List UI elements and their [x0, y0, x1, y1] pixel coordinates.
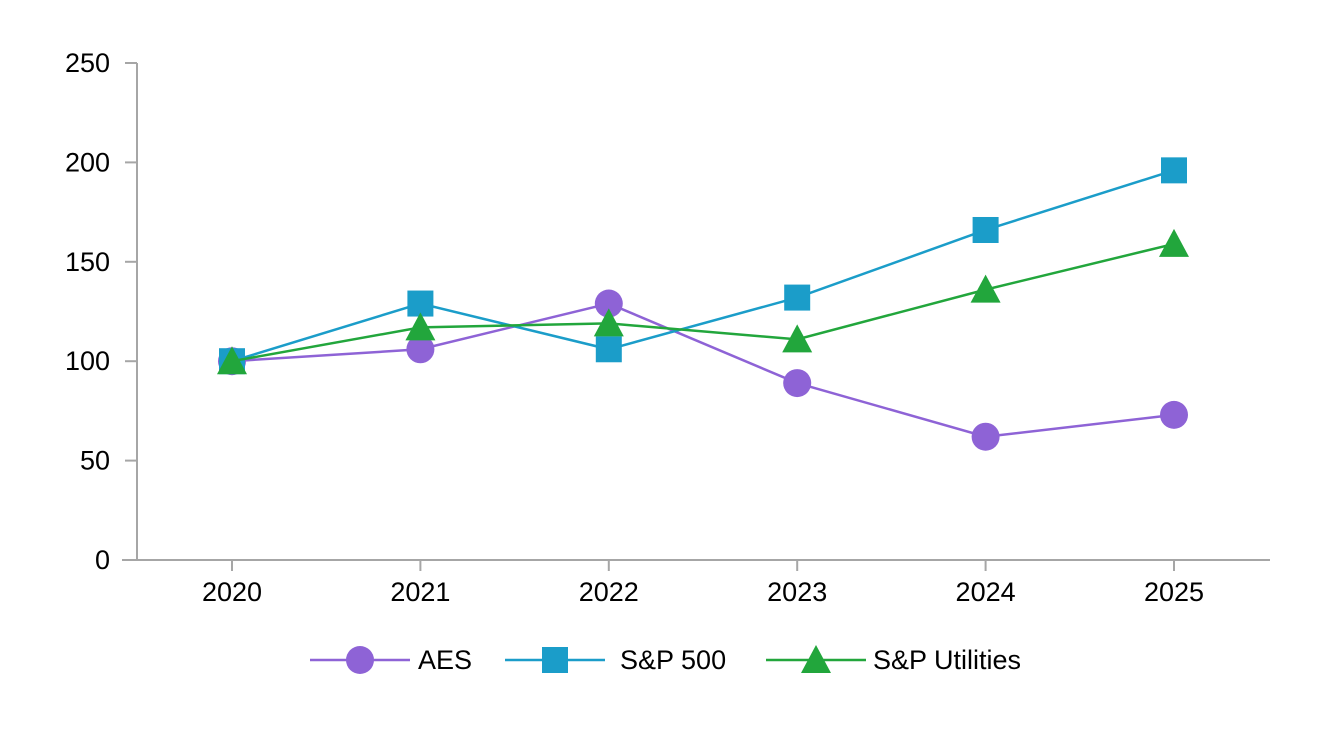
x-tick-label: 2022: [579, 577, 639, 607]
legend-item-s-p-500: S&P 500: [505, 645, 726, 675]
series-aes: [218, 289, 1188, 451]
series-aes-marker: [783, 369, 812, 398]
legend-s-p-500-label: S&P 500: [620, 645, 726, 675]
series-s-p-utilities: [217, 228, 1189, 375]
y-tick-label: 100: [65, 346, 110, 376]
series-s-p-500-line: [231, 169, 1175, 363]
legend-s-p-utilities-label: S&P Utilities: [873, 645, 1021, 675]
series-s-p-utilities-marker: [782, 324, 813, 353]
legend-aes-label: AES: [418, 645, 472, 675]
x-tick-label: 2021: [390, 577, 450, 607]
y-tick-label: 150: [65, 247, 110, 277]
series-s-p-utilities-marker: [405, 312, 436, 341]
series-s-p-500-marker: [972, 216, 999, 243]
axes: 0 50 100 150 200 250 2020 2021 2022 2023 2024 2025: [65, 48, 1270, 607]
series-aes-marker: [1160, 400, 1188, 429]
legend-item-aes: AES: [310, 645, 472, 675]
legend-item-s-p-utilities: S&P Utilities: [766, 645, 1021, 675]
y-tick-label: 200: [65, 147, 110, 177]
series-aes-marker: [971, 422, 1000, 451]
series-s-p-500: [219, 157, 1187, 375]
series-aes-line: [231, 302, 1175, 439]
series-s-p-500-marker: [1161, 157, 1187, 184]
series-s-p-utilities-marker: [593, 308, 624, 337]
series-s-p-utilities-marker: [217, 346, 247, 375]
series-s-p-500-marker: [407, 290, 434, 317]
x-tick-label: 2023: [767, 577, 827, 607]
series-s-p-utilities-line: [231, 242, 1175, 363]
series-aes-marker: [594, 289, 623, 318]
y-tick-label: 50: [80, 446, 110, 476]
y-tick-label: 250: [65, 48, 110, 78]
series-s-p-500-marker: [784, 284, 811, 311]
legend-s-p-utilities-marker-icon: [801, 645, 831, 673]
series-s-p-utilities-marker: [1159, 228, 1189, 257]
x-tick-label: 2025: [1144, 577, 1204, 607]
legend-s-p-500-marker-icon: [542, 647, 568, 673]
x-tick-label: 2024: [956, 577, 1016, 607]
series-s-p-utilities-marker: [970, 274, 1001, 303]
legend-aes-marker-icon: [346, 646, 374, 674]
x-tick-label: 2020: [202, 577, 262, 607]
y-tick-label: 0: [95, 545, 110, 575]
series-aes-marker: [406, 335, 435, 364]
legend: AES S&P 500 S&P Utilities: [310, 645, 1021, 675]
series-s-p-500-marker: [595, 336, 622, 363]
